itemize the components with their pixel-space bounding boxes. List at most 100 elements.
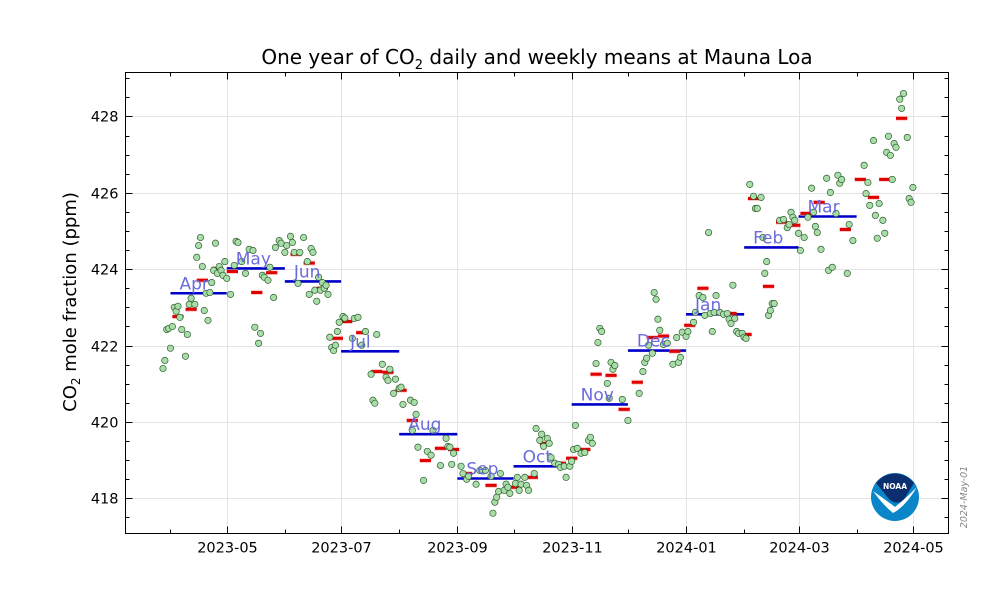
daily-mean-point <box>635 389 643 397</box>
daily-mean-point <box>823 174 831 182</box>
daily-mean-point <box>161 356 169 365</box>
daily-mean-point <box>251 323 259 331</box>
daily-mean-point <box>174 302 182 310</box>
daily-mean-point <box>450 449 458 457</box>
daily-mean-point <box>472 480 480 488</box>
daily-mean-point <box>198 262 206 271</box>
daily-mean-point <box>211 239 220 247</box>
daily-mean-point <box>358 341 366 349</box>
daily-mean-point <box>384 376 392 384</box>
daily-mean-point <box>465 472 473 480</box>
weekly-means <box>172 115 908 490</box>
daily-mean-point <box>594 338 602 347</box>
daily-mean-point <box>200 306 208 314</box>
y-tick-label: 422 <box>91 340 119 356</box>
daily-mean-point <box>315 273 323 281</box>
x-tick-label: 2023-05 <box>197 541 258 557</box>
daily-mean-point <box>525 486 533 494</box>
daily-mean-point <box>286 232 295 240</box>
month-label: Oct <box>523 447 553 467</box>
daily-mean-point <box>648 349 656 357</box>
daily-mean-point <box>871 211 879 219</box>
daily-mean-point <box>796 246 804 255</box>
noaa-logo-bird <box>873 487 917 513</box>
daily-mean-point <box>513 473 521 481</box>
daily-mean-point <box>828 263 836 271</box>
daily-mean-point <box>234 238 242 247</box>
daily-mean-point <box>873 234 881 242</box>
daily-mean-point <box>521 473 529 481</box>
daily-mean-point <box>794 229 803 237</box>
chart-title-post: daily and weekly means at Mauna Loa <box>423 45 813 69</box>
daily-mean-point <box>809 208 818 216</box>
daily-mean-point <box>811 222 819 230</box>
daily-mean-point <box>256 329 265 337</box>
daily-mean-point <box>204 316 212 324</box>
daily-mean-point <box>849 237 857 245</box>
daily-mean-point <box>538 430 546 438</box>
daily-mean-point <box>731 314 739 323</box>
daily-mean-point <box>457 462 465 470</box>
daily-mean-point <box>341 314 349 322</box>
daily-mean-point <box>515 486 523 494</box>
daily-mean-point <box>504 483 512 491</box>
daily-mean-point <box>652 295 660 303</box>
daily-mean-point <box>624 416 632 424</box>
daily-mean-point <box>650 288 658 297</box>
daily-mean-point <box>305 290 313 298</box>
daily-mean-point <box>300 233 308 242</box>
daily-mean-point <box>288 238 296 247</box>
daily-mean-point <box>386 365 394 373</box>
y-tick-label: 420 <box>91 416 119 432</box>
daily-mean-point <box>442 434 450 442</box>
month-label: Jun <box>293 262 321 282</box>
daily-mean-point <box>899 89 908 98</box>
daily-mean-point <box>373 330 381 339</box>
daily-mean-point <box>221 258 229 266</box>
chart-title-sub: 2 <box>415 58 423 73</box>
daily-mean-point <box>296 248 304 256</box>
daily-means <box>159 89 917 517</box>
month-label: Sep <box>466 460 498 480</box>
month-label: Jul <box>349 332 371 352</box>
daily-mean-point <box>896 95 904 103</box>
daily-mean-point <box>487 472 495 480</box>
daily-mean-point <box>639 368 647 376</box>
daily-mean-point <box>436 461 445 470</box>
daily-mean-point <box>742 334 750 342</box>
daily-mean-point <box>598 327 606 336</box>
daily-mean-point <box>618 395 626 403</box>
axis-ticks: 418 420 422 424 426 428 2023-05 2023-07 2023-09 2… <box>91 72 949 557</box>
daily-mean-point <box>791 216 799 224</box>
plot-frame <box>125 72 949 534</box>
daily-mean-point <box>761 269 769 277</box>
daily-mean-point <box>573 444 581 452</box>
daily-mean-point <box>676 353 684 361</box>
daily-mean-point <box>390 389 398 397</box>
daily-mean-point <box>414 443 422 451</box>
daily-mean-point <box>826 188 834 196</box>
daily-mean-point <box>489 509 497 517</box>
daily-mean-point <box>506 489 514 497</box>
daily-mean-point <box>562 473 570 481</box>
daily-mean-point <box>448 460 456 468</box>
daily-mean-point <box>581 448 589 457</box>
month-label: Feb <box>753 228 783 248</box>
y-tick-label: 426 <box>91 187 119 203</box>
daily-mean-point <box>909 183 917 192</box>
daily-mean-point <box>255 339 263 347</box>
daily-mean-point <box>536 436 544 444</box>
daily-mean-point <box>371 399 379 407</box>
month-label: May <box>236 249 271 269</box>
x-tick-label: 2024-01 <box>656 541 717 557</box>
y-axis-label: CO2 mole fraction (ppm) <box>60 192 83 412</box>
daily-mean-point <box>281 248 289 256</box>
daily-mean-point <box>496 469 504 478</box>
daily-mean-point <box>530 469 538 478</box>
daily-mean-point <box>294 279 302 287</box>
daily-mean-point <box>804 213 812 221</box>
daily-mean-point <box>568 457 576 465</box>
daily-mean-point <box>759 233 767 242</box>
daily-mean-point <box>673 334 681 342</box>
daily-mean-point <box>429 426 437 434</box>
